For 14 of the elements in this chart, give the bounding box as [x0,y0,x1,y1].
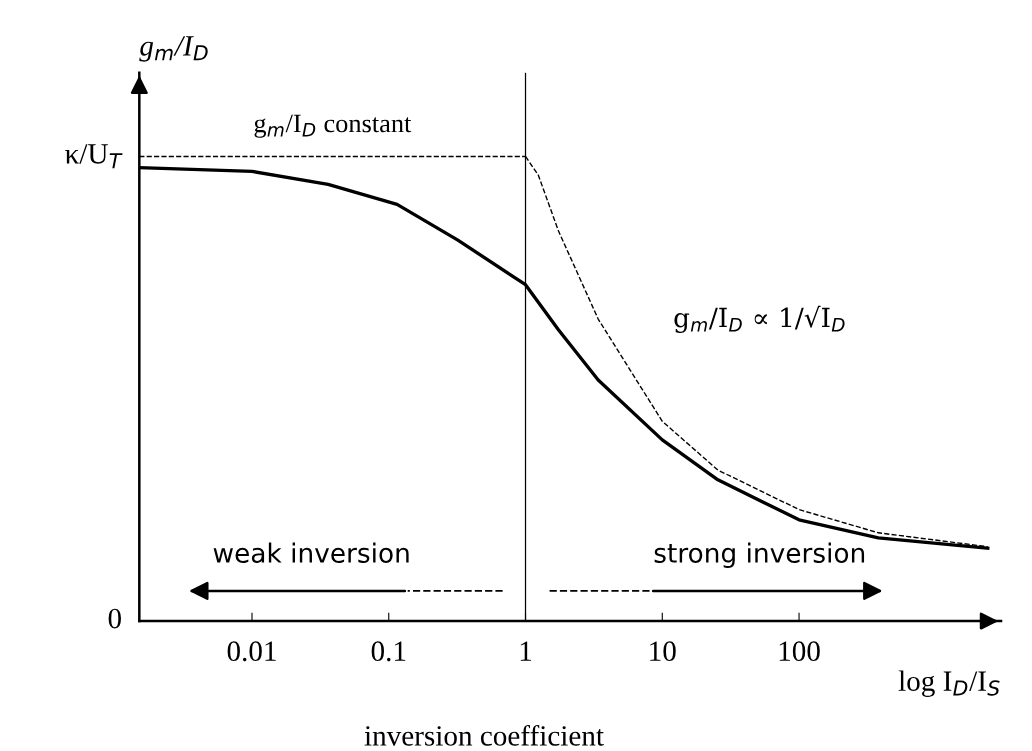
x-tick-label: 0.1 [371,641,406,662]
x-tick-label: 100 [779,641,820,662]
text: 0 [108,608,121,629]
annotation: strong inversion [654,542,865,569]
text: g$_{m}$/I$_{D}$ constant [254,114,412,138]
x-tick-label: 1 [520,641,532,661]
x-tick-label: 10 [650,641,676,662]
annotation: weak inversion [213,542,409,563]
annotation: g$_{m}$/I$_{D}$ ∝ 1/√I$_{D}$ [674,305,845,333]
text: inversion coefficient [364,724,604,746]
y-axis-title: g$_{m}$/I$_{D}$ [139,36,208,62]
text: κ/U$_{T}$ [65,144,123,169]
x-axis-title: log I$_{D}$/I$_{S}$ [898,670,1000,697]
x-tick-label: 0.01 [227,641,276,662]
